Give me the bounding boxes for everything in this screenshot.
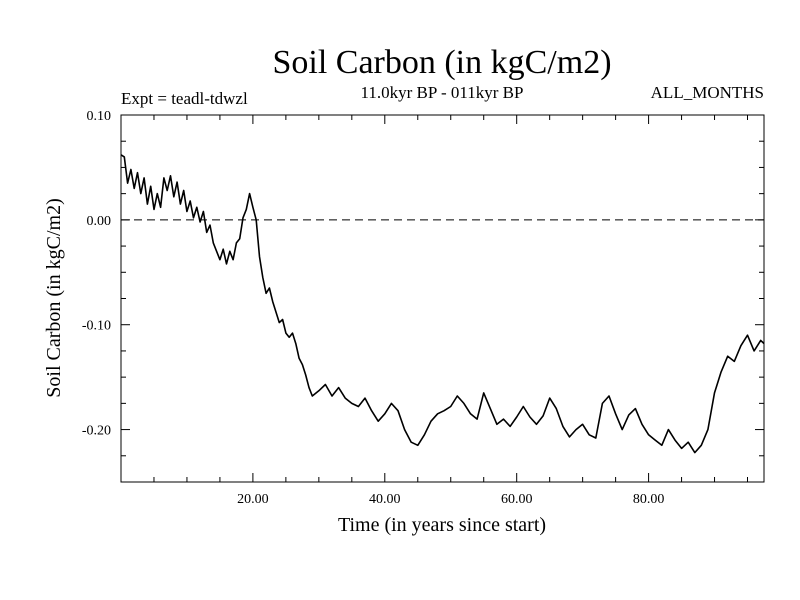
- tick-marks: [121, 114, 764, 483]
- y-axis-label: Soil Carbon (in kgC/m2): [43, 198, 65, 397]
- x-axis-tick-labels: 20.00 40.00 60.00 80.00: [237, 492, 664, 507]
- y-tick-label: 0.10: [87, 109, 112, 124]
- x-tick-label: 20.00: [237, 492, 269, 507]
- experiment-label: Expt = teadl-tdwzl: [121, 89, 248, 108]
- x-axis-label: Time (in years since start): [338, 514, 546, 536]
- x-tick-label: 60.00: [501, 492, 533, 507]
- y-tick-label: 0.00: [87, 214, 112, 229]
- chart-title: Soil Carbon (in kgC/m2): [272, 44, 611, 81]
- y-tick-label: -0.10: [82, 319, 111, 334]
- soil-carbon-series-line: [120, 154, 765, 454]
- period-label: ALL_MONTHS: [651, 83, 764, 102]
- y-tick-label: -0.20: [82, 424, 111, 439]
- plot-area-frame: [120, 114, 765, 483]
- chart-subtitle: 11.0kyr BP - 011kyr BP: [361, 83, 524, 102]
- x-tick-label: 80.00: [633, 492, 665, 507]
- x-tick-label: 40.00: [369, 492, 401, 507]
- y-axis-tick-labels: 0.10 0.00 -0.10 -0.20: [82, 109, 111, 439]
